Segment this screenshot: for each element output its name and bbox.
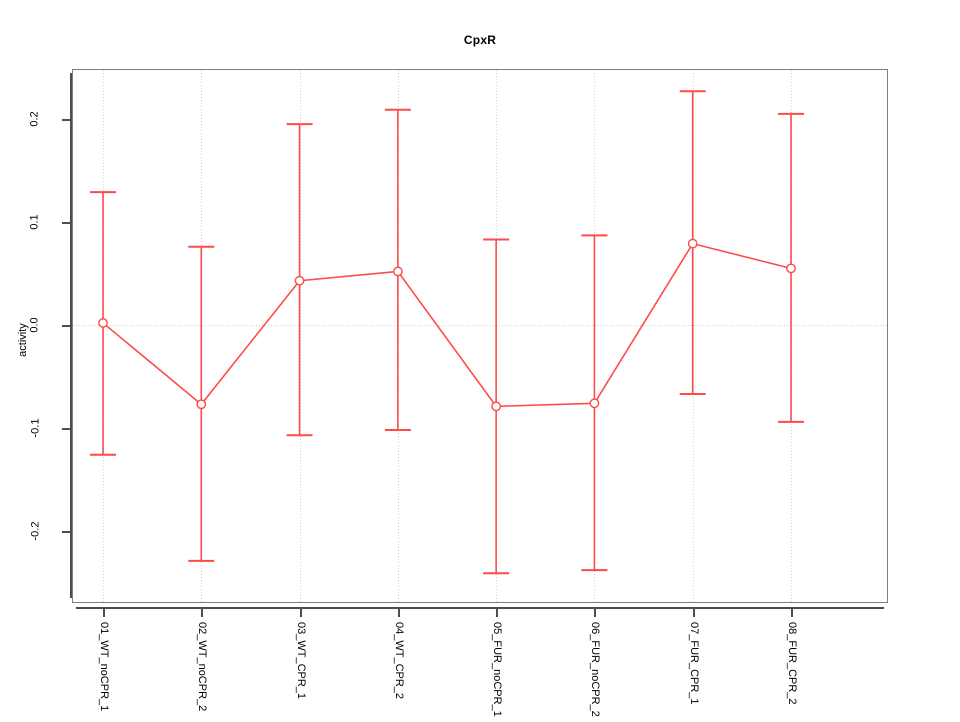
x-axis-tick xyxy=(496,608,499,617)
data-point-marker xyxy=(294,275,305,286)
y-axis-tick xyxy=(62,428,71,430)
data-point-marker xyxy=(786,263,796,274)
data-point-marker xyxy=(98,318,108,328)
data-point-marker xyxy=(589,398,600,409)
y-axis-line xyxy=(70,73,72,598)
x-axis-tick xyxy=(594,608,597,617)
x-axis-tick xyxy=(299,608,302,617)
plot-frame xyxy=(72,69,888,603)
x-axis-line xyxy=(76,607,884,609)
x-axis-tick xyxy=(692,608,695,617)
y-axis-tick xyxy=(62,222,71,224)
series-line xyxy=(102,242,792,408)
x-axis-tick xyxy=(397,608,400,617)
y-axis-tick xyxy=(62,325,71,327)
y-axis-tick xyxy=(62,531,71,533)
x-axis-tick xyxy=(103,608,105,617)
x-axis-tick xyxy=(201,608,204,617)
chart-title: CpxR xyxy=(463,33,497,47)
x-axis-tick xyxy=(791,608,793,617)
data-point-marker xyxy=(392,266,403,277)
data-point-marker xyxy=(687,238,698,249)
data-point-marker xyxy=(196,399,207,410)
data-point-marker xyxy=(491,401,502,412)
gridline-zero xyxy=(73,325,887,326)
y-axis-tick xyxy=(62,119,71,121)
